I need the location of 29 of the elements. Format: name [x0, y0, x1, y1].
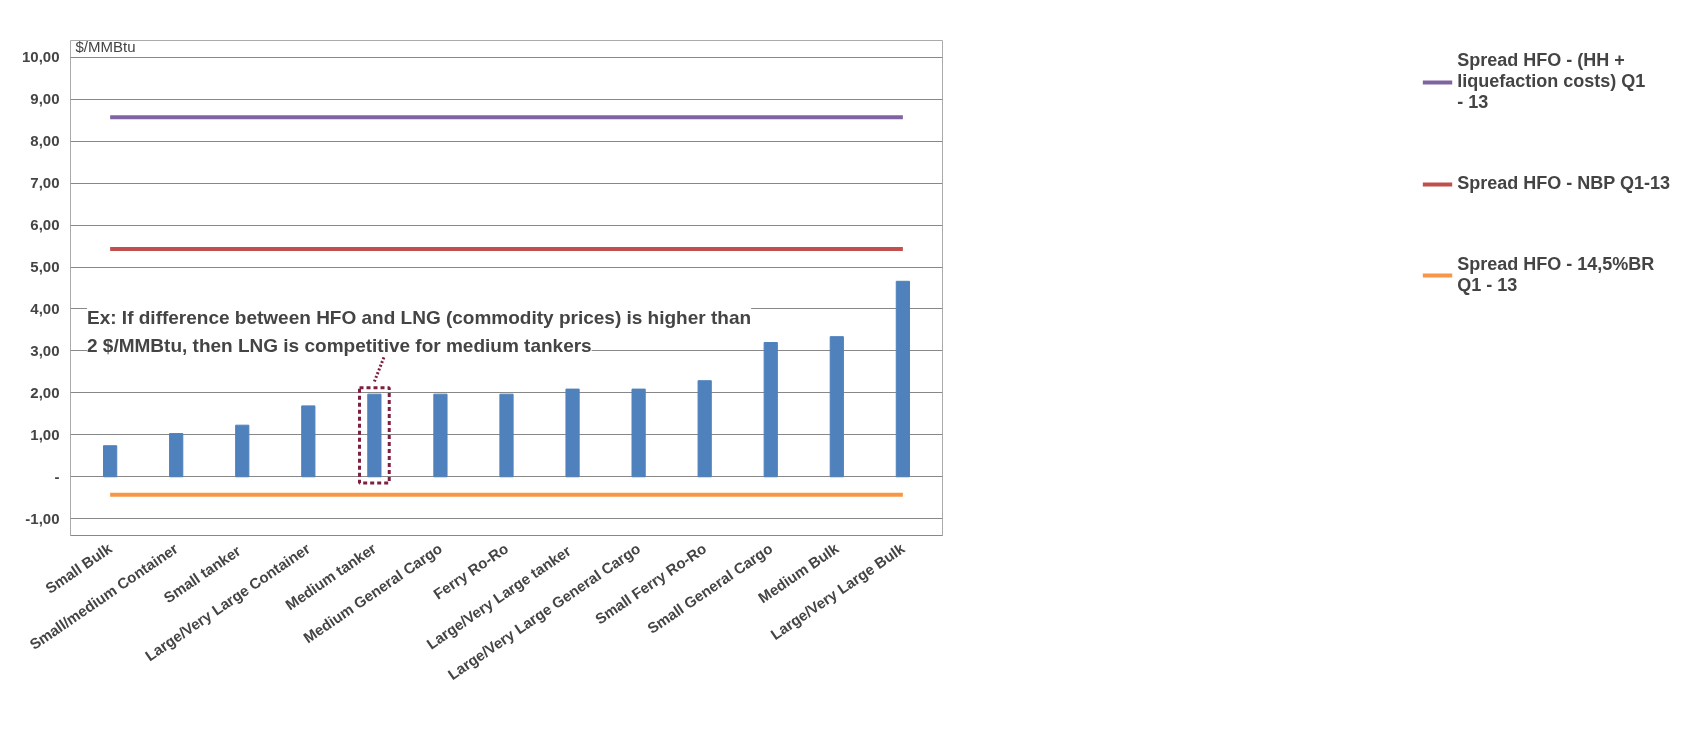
bar [631, 388, 646, 478]
bar [301, 405, 316, 478]
y-tick-label: 8,00 [30, 132, 60, 150]
bar [169, 433, 184, 478]
y-tick-label: - [54, 467, 60, 485]
bar [829, 336, 844, 478]
y-tick-label: 2,00 [30, 383, 60, 401]
bar [499, 393, 514, 478]
bar [235, 424, 250, 478]
legend-label: Spread HFO - 14,5%BR Q1 - 13 [1457, 254, 1655, 296]
bar [565, 388, 580, 478]
bar [697, 380, 712, 478]
annotation: Ex: If difference between HFO and LNG (commodity prices) is higher than 2 $/MMBtu, then LNG is competitive for medium tankers [87, 307, 752, 357]
y-tick-label: 9,00 [30, 90, 60, 108]
legend-label: Spread HFO - (HH + liquefaction costs) Q1 - 13 [1457, 50, 1646, 113]
y-tick-label: 1,00 [30, 425, 60, 443]
y-tick-label: 4,00 [30, 299, 60, 317]
y-tick-label: 7,00 [30, 174, 60, 192]
bar [103, 445, 118, 478]
y-tick-label: 10,00 [21, 48, 60, 66]
bar [433, 393, 448, 478]
legend-label: Spread HFO - NBP Q1-13 [1457, 173, 1670, 194]
y-tick-label: 5,00 [30, 258, 60, 276]
bar [763, 342, 778, 478]
y-tick-label: 6,00 [30, 216, 60, 234]
bar [895, 280, 910, 478]
y-tick-label: -1,00 [25, 509, 60, 527]
y-axis-title: $/MMBtu [75, 38, 136, 56]
y-tick-label: 3,00 [30, 341, 60, 359]
